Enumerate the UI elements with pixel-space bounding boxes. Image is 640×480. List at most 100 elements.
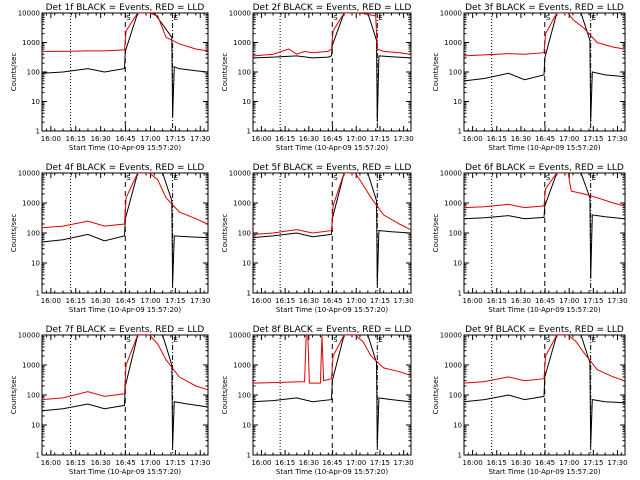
x-tick-label: 16:00	[251, 459, 271, 467]
y-tick-label: 100	[27, 392, 40, 400]
x-tick-label: 17:15	[165, 135, 185, 143]
series-line-events	[42, 13, 208, 117]
y-axis-label: Counts/sec	[10, 214, 18, 253]
x-tick-label: 16:15	[66, 297, 86, 305]
x-tick-label: 16:00	[463, 297, 483, 305]
x-axis-label: Start Time (10-Apr-09 15:57:20)	[488, 306, 600, 314]
start-marker-label: S	[333, 174, 338, 182]
x-tick-label: 17:00	[346, 459, 366, 467]
x-tick-label: 16:00	[463, 459, 483, 467]
y-tick-label: 1	[247, 290, 251, 298]
x-tick-label: 16:45	[115, 297, 135, 305]
x-axis-label: Start Time (10-Apr-09 15:57:20)	[276, 144, 388, 152]
start-marker-label: S	[126, 336, 131, 344]
x-tick-label: 17:00	[559, 459, 579, 467]
series-line-lld	[464, 173, 625, 209]
x-tick-label: 16:45	[535, 135, 555, 143]
x-axis-label: Start Time (10-Apr-09 15:57:20)	[488, 468, 600, 476]
panel-6: 1 10 100 1000 10000 16:00 16:15 16:30 16:45 17:00…	[432, 163, 628, 314]
x-tick-label: 17:30	[607, 297, 627, 305]
series-line-events	[42, 173, 208, 285]
series-line-events	[42, 335, 208, 447]
y-axis-label: Counts/sec	[10, 376, 18, 415]
x-tick-label: 16:45	[535, 297, 555, 305]
panel-title: Det 6f BLACK = Events, RED = LLD	[465, 163, 624, 173]
y-tick-label: 1000	[22, 39, 40, 47]
y-tick-label: 1	[247, 452, 251, 460]
x-tick-label: 16:15	[487, 297, 507, 305]
y-tick-label: 10	[31, 98, 40, 106]
y-tick-label: 10	[31, 260, 40, 268]
y-tick-label: 10000	[440, 170, 462, 178]
start-marker-label: S	[126, 174, 131, 182]
y-tick-label: 10	[453, 260, 462, 268]
y-tick-label: 10	[31, 422, 40, 430]
y-axis-label: Counts/sec	[10, 53, 18, 92]
panel-title: Det 5f BLACK = Events, RED = LLD	[253, 163, 412, 173]
y-tick-label: 10000	[229, 170, 251, 178]
x-tick-label: 16:00	[41, 135, 61, 143]
x-tick-label: 17:00	[140, 135, 160, 143]
x-axis-label: Start Time (10-Apr-09 15:57:20)	[69, 468, 181, 476]
end-marker-label: E	[592, 14, 596, 22]
end-marker-label: E	[174, 336, 178, 344]
x-tick-label: 17:15	[583, 297, 603, 305]
y-tick-label: 10000	[18, 10, 40, 18]
y-tick-label: 10000	[229, 10, 251, 18]
panel-title: Det 7f BLACK = Events, RED = LLD	[46, 325, 205, 335]
y-tick-label: 10000	[18, 170, 40, 178]
y-axis-label: Counts/sec	[432, 376, 440, 415]
x-tick-label: 16:45	[115, 135, 135, 143]
y-tick-label: 10	[453, 422, 462, 430]
panel-3: 1 10 100 1000 10000 16:00 16:15 16:30 16:45 17:00…	[432, 3, 628, 152]
x-tick-label: 16:00	[41, 297, 61, 305]
y-axis-label: Counts/sec	[432, 53, 440, 92]
x-tick-label: 16:30	[511, 135, 531, 143]
series-line-lld	[253, 335, 411, 384]
panel-9: 1 10 100 1000 10000 16:00 16:15 16:30 16:45 17:00…	[432, 325, 628, 476]
x-tick-label: 16:00	[251, 297, 271, 305]
y-tick-label: 100	[27, 69, 40, 77]
start-marker-label: S	[546, 14, 551, 22]
x-tick-label: 17:30	[394, 297, 414, 305]
y-tick-label: 1	[458, 128, 462, 136]
x-tick-label: 16:45	[322, 135, 342, 143]
x-tick-label: 16:45	[115, 459, 135, 467]
series-line-lld	[464, 335, 625, 384]
series-line-lld	[42, 173, 208, 229]
y-tick-label: 100	[449, 392, 462, 400]
x-tick-label: 16:15	[275, 297, 295, 305]
y-tick-label: 1	[36, 128, 40, 136]
y-axis-label: Counts/sec	[221, 376, 229, 415]
x-axis-label: Start Time (10-Apr-09 15:57:20)	[276, 468, 388, 476]
x-tick-label: 16:00	[41, 459, 61, 467]
x-axis-label: Start Time (10-Apr-09 15:57:20)	[69, 144, 181, 152]
y-tick-label: 10	[242, 98, 251, 106]
x-tick-label: 16:30	[511, 297, 531, 305]
x-tick-label: 16:30	[299, 135, 319, 143]
x-tick-label: 16:45	[535, 459, 555, 467]
x-tick-label: 17:00	[559, 135, 579, 143]
y-tick-label: 10000	[440, 10, 462, 18]
y-tick-label: 1000	[444, 200, 462, 208]
y-tick-label: 10	[453, 98, 462, 106]
x-tick-label: 17:00	[346, 297, 366, 305]
y-tick-label: 100	[238, 69, 251, 77]
panel-title: Det 4f BLACK = Events, RED = LLD	[46, 163, 205, 173]
x-tick-label: 17:15	[165, 459, 185, 467]
x-tick-label: 17:30	[394, 135, 414, 143]
start-marker-label: S	[546, 336, 551, 344]
end-marker-label: E	[174, 14, 178, 22]
y-tick-label: 100	[449, 230, 462, 238]
x-tick-label: 16:00	[463, 135, 483, 143]
panel-title: Det 1f BLACK = Events, RED = LLD	[46, 3, 205, 13]
x-tick-label: 16:15	[275, 135, 295, 143]
series-line-lld	[253, 173, 411, 235]
panel-title: Det 3f BLACK = Events, RED = LLD	[465, 3, 624, 13]
x-tick-label: 16:45	[322, 459, 342, 467]
series-line-lld	[42, 335, 208, 401]
series-line-lld	[464, 13, 625, 57]
x-tick-label: 16:15	[66, 135, 86, 143]
x-tick-label: 16:30	[299, 459, 319, 467]
